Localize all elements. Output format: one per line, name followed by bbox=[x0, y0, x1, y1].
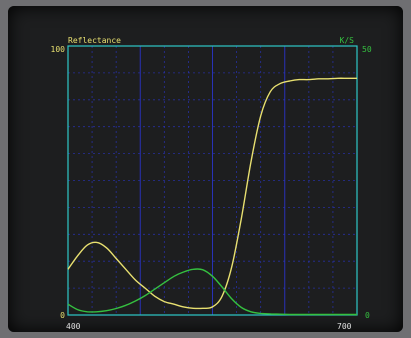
left-axis-max-label: 100 bbox=[51, 45, 66, 54]
left-axis-min-label: 0 bbox=[60, 311, 65, 320]
reflectance-curve bbox=[67, 77, 357, 310]
right-axis-max-label: 50 bbox=[362, 45, 372, 54]
crt-screen bbox=[8, 6, 403, 332]
right-axis-min-label: 0 bbox=[365, 311, 370, 320]
ks-curve bbox=[67, 268, 357, 316]
x-axis-end-label: 700 bbox=[337, 322, 352, 331]
right-axis-label: K/S bbox=[340, 36, 355, 45]
left-axis-label: Reflectance bbox=[68, 36, 121, 45]
plot-frame bbox=[67, 45, 358, 316]
chart-grid bbox=[68, 46, 357, 315]
chart-curves bbox=[67, 77, 357, 316]
x-axis-start-label: 400 bbox=[66, 322, 81, 331]
